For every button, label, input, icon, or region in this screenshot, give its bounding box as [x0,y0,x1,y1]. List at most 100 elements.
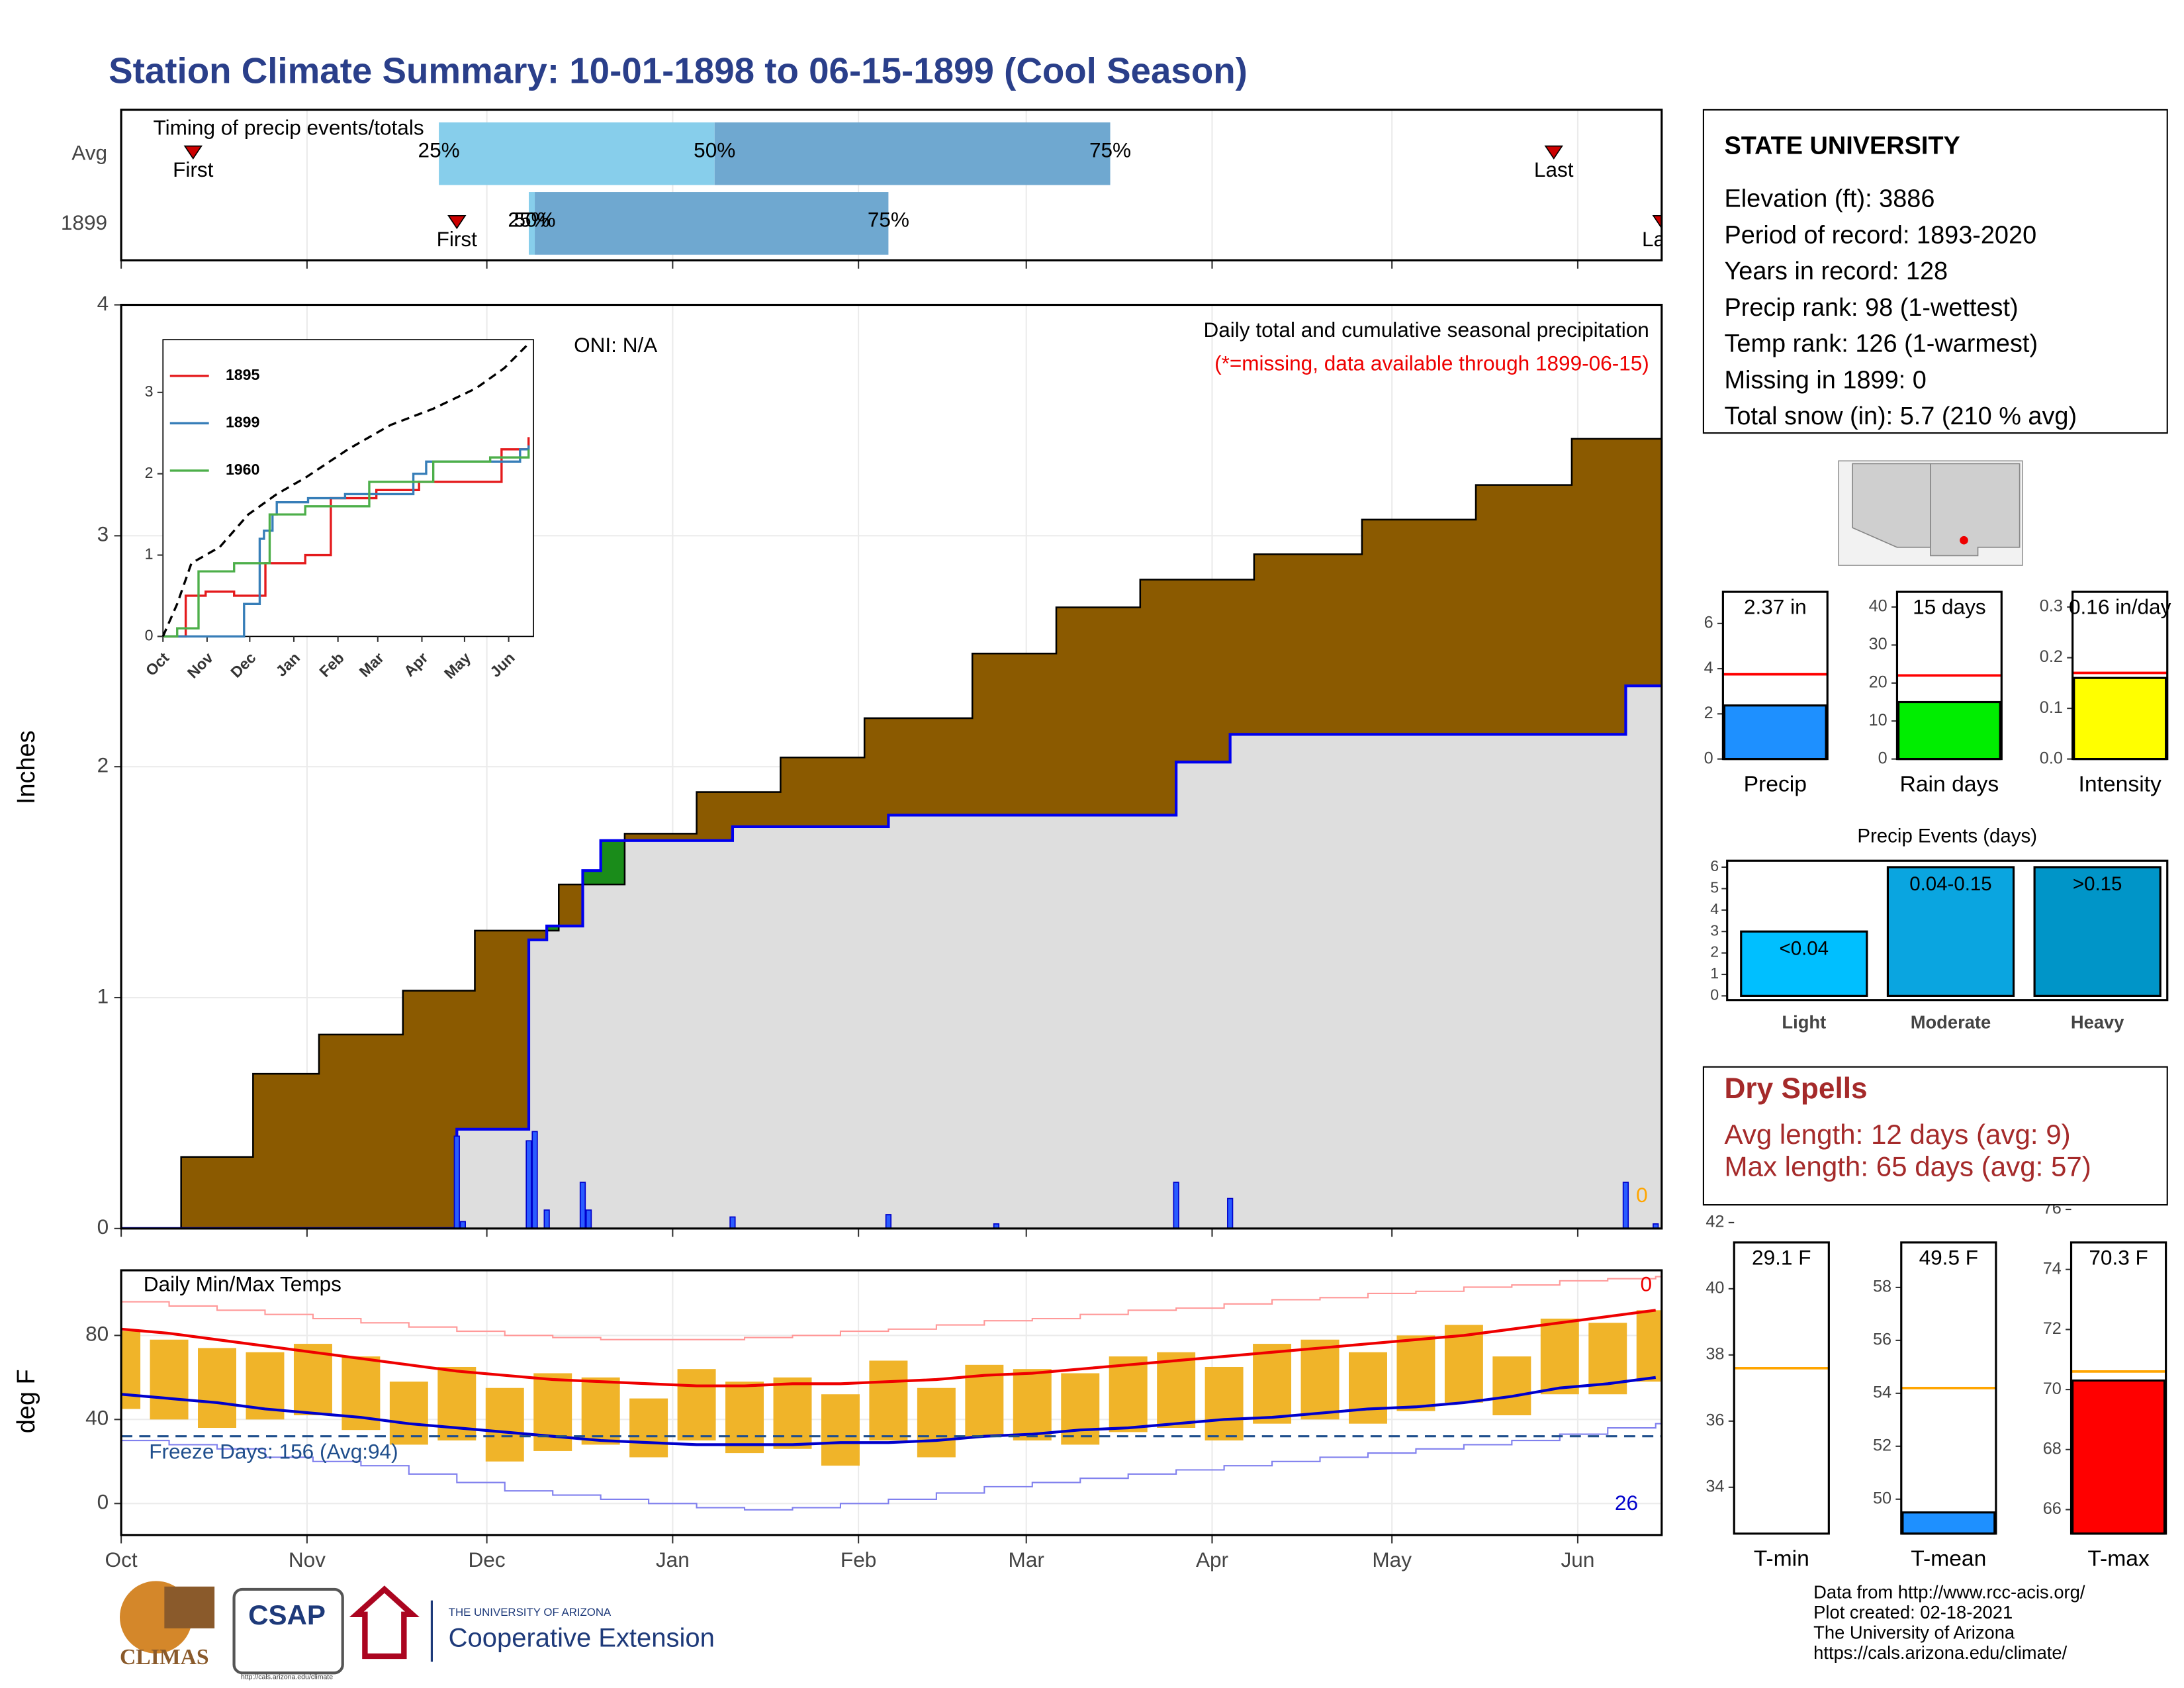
dry-box [1702,1066,2168,1206]
station-line: Missing in 1899: 0 [1724,366,1926,394]
temp-bar [198,1348,236,1429]
y-tick-label: 0 [1704,749,1713,767]
temp-bar [917,1387,956,1458]
temp-plot [121,1270,1662,1535]
y-tick-label: 4 [1704,659,1713,677]
y-axis-label: deg F [13,1369,40,1433]
percentile-label: 75% [868,208,909,232]
y-tick-label: 36 [1706,1411,1724,1429]
mini-frame [2071,590,2169,761]
y-tick-label: 0.2 [2040,647,2063,666]
credit-line: Data from http://www.rcc-acis.org/ [1813,1581,2085,1602]
event-marker [447,214,467,230]
y-tick-label: 1 [97,984,109,1008]
location-map [1838,460,2023,566]
events-frame [1726,859,2169,1002]
record-max-line [121,1276,1662,1340]
temp-bar [821,1394,860,1466]
timing-bar [528,192,535,255]
daily-bar [1227,1197,1234,1229]
value-label: 2.37 in [1744,595,1807,619]
credit-line: Plot created: 02-18-2021 [1813,1602,2013,1622]
y-tick-label: 58 [1873,1278,1891,1296]
temp-bar [1636,1310,1662,1382]
timing-title: Timing of precip events/totals [154,116,424,140]
credit-line: https://cals.arizona.edu/climate/ [1813,1642,2067,1663]
credit-line: The University of Arizona [1813,1622,2015,1643]
logos [119,1581,433,1675]
record-high-count: 0 [1640,1272,1652,1295]
value-label: 49.5 F [1919,1246,1978,1270]
panel-frame [120,303,1663,1230]
season-area [121,686,1662,1229]
bar-label: 0.04-0.15 [1909,873,1991,895]
temp-bar [629,1398,668,1458]
value-bar [2073,677,2167,761]
y-tick-label: 0 [145,627,154,644]
freeze-label: Freeze Days: 156 (Avg:94) [149,1439,398,1463]
value-label: 70.3 F [2089,1246,2148,1270]
y-tick-label: 74 [2043,1259,2062,1278]
temp-bar [1300,1339,1340,1420]
temp-bar [1109,1356,1148,1432]
mini-frame [1900,1241,1997,1535]
panel-frame [120,1269,1663,1536]
dry-title: Dry Spells [1724,1072,1867,1105]
record-min-line [121,1423,1662,1511]
mini-frame [1895,590,2003,761]
temp-title: Daily Min/Max Temps [144,1272,341,1295]
logo-text: CLIMAS [120,1645,209,1669]
row-label: 1899 [61,211,107,234]
temp-bar [869,1360,908,1441]
station-box [1702,109,2168,434]
logo-text: Cooperative Extension [449,1623,715,1652]
inset-bg [162,339,534,637]
temp-bar [1396,1335,1435,1411]
record-low-count: 26 [1615,1491,1638,1515]
legend-label: 1960 [226,461,259,478]
y-tick-label: 50 [1873,1489,1891,1507]
event-label: Last [1534,158,1574,181]
y-tick-label: 42 [1706,1213,1724,1231]
y-tick-label: 80 [85,1322,109,1346]
value-label: 15 days [1913,595,1986,619]
mini-frame [1721,590,1829,761]
logo-url: http://cals.arizona.edu/climate [241,1673,333,1681]
daily-bar [525,1140,532,1229]
x-tick-label: Moderate [1911,1012,1991,1033]
event-bar [1740,930,1868,997]
y-tick-label: 52 [1873,1436,1891,1454]
value-label: 0.16 in/day [2069,595,2171,619]
legend-label: 1895 [226,366,260,383]
y-tick-label: 4 [97,291,109,315]
bar-label: <0.04 [1780,937,1829,959]
x-tick-label: Nov [289,1548,326,1571]
temp-bar [293,1344,332,1415]
event-marker [1652,214,1662,230]
y-tick-label: 2 [145,464,154,481]
inset-line [163,449,530,638]
x-tick-label: Dec [469,1548,506,1571]
daily-bar [585,1209,592,1229]
temp-bar [1013,1369,1052,1441]
x-tick-label: Heavy [2071,1012,2124,1033]
value-bar [2071,1379,2166,1535]
y-tick-label: 40 [85,1406,109,1430]
y-tick-label: 40 [1869,597,1888,616]
x-tick-label: May [1372,1548,1412,1571]
timing-bar [439,122,715,185]
y-axis-label: Inches [13,730,40,804]
value-label: 29.1 F [1752,1246,1811,1270]
daily-bar [729,1216,736,1229]
station-line: Total snow (in): 5.7 (210 % avg) [1724,402,2077,430]
y-tick-label: 1 [1710,964,1719,982]
timing-bar [535,192,889,255]
event-label: Last [1642,227,1682,251]
y-tick-label: 5 [1710,878,1719,896]
y-tick-label: 34 [1706,1477,1724,1495]
y-tick-label: 54 [1873,1383,1891,1402]
avg-max-line [121,1309,1656,1387]
daily-bar [885,1214,892,1229]
temp-bar [1348,1352,1387,1424]
